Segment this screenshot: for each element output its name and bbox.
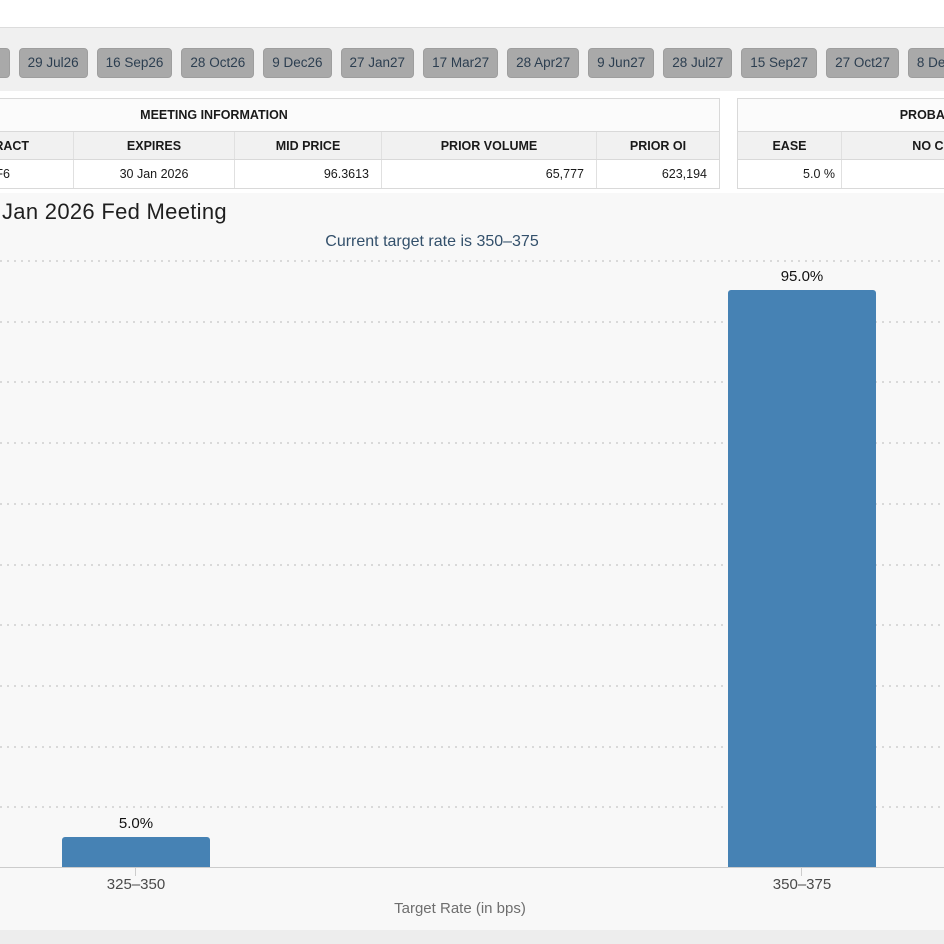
gridline bbox=[0, 260, 944, 262]
prior-volume-cell: 65,777 bbox=[381, 160, 596, 188]
tab-meeting-date[interactable]: 28 Jul27 bbox=[663, 48, 733, 78]
meeting-date-tabstrip: 17 Jun26 29 Jul26 16 Sep26 28 Oct26 9 De… bbox=[0, 27, 944, 91]
gridline bbox=[0, 442, 944, 444]
bar-group-325-350: 5.0% bbox=[62, 815, 210, 867]
gridline bbox=[0, 806, 944, 808]
tab-meeting-date[interactable]: 9 Jun27 bbox=[588, 48, 655, 78]
gridline bbox=[0, 321, 944, 323]
probabilities-value-row: 5.0 % bbox=[737, 159, 944, 189]
column-header-prior-volume: PRIOR VOLUME bbox=[381, 132, 596, 159]
ease-cell: 5.0 % bbox=[803, 167, 835, 181]
column-header-prior-oi: PRIOR OI bbox=[596, 132, 719, 159]
gridline bbox=[0, 381, 944, 383]
gridline bbox=[0, 685, 944, 687]
x-tick-label: 325–350 bbox=[106, 876, 166, 893]
tab-meeting-date[interactable]: 8 Dec27 bbox=[907, 48, 944, 78]
mid-price-cell: 96.3613 bbox=[234, 160, 381, 188]
x-axis-line bbox=[0, 867, 944, 868]
bar-value-label: 5.0% bbox=[118, 815, 154, 832]
gridline bbox=[0, 564, 944, 566]
tab-meeting-date[interactable]: 27 Oct27 bbox=[826, 48, 899, 78]
meeting-info-caption: MEETING INFORMATION bbox=[0, 98, 720, 132]
top-whitespace bbox=[0, 0, 944, 27]
gridline bbox=[0, 624, 944, 626]
tab-meeting-date[interactable]: 9 Dec26 bbox=[263, 48, 332, 78]
probabilities-caption: PROBABILITIES bbox=[737, 98, 944, 132]
meeting-date-tabs: 17 Jun26 29 Jul26 16 Sep26 28 Oct26 9 De… bbox=[0, 48, 944, 78]
x-axis-tick bbox=[801, 867, 802, 876]
column-header-expires: EXPIRES bbox=[73, 132, 234, 159]
probability-bar[interactable] bbox=[728, 290, 876, 867]
bar-group-350-375: 95.0% bbox=[728, 268, 876, 867]
tab-meeting-date[interactable]: 28 Apr27 bbox=[507, 48, 580, 78]
tab-meeting-date[interactable]: 28 Oct26 bbox=[181, 48, 255, 78]
no-change-cell bbox=[841, 160, 944, 188]
chart-title: Jan 2026 Fed Meeting bbox=[2, 199, 227, 224]
gridline bbox=[0, 503, 944, 505]
column-header-ease: EASE bbox=[772, 138, 807, 153]
tab-meeting-date[interactable]: 29 Jul26 bbox=[18, 48, 88, 78]
tab-meeting-date[interactable]: 17 Mar27 bbox=[423, 48, 499, 78]
tab-meeting-date[interactable]: 15 Sep27 bbox=[741, 48, 818, 78]
prior-oi-cell: 623,194 bbox=[596, 160, 719, 188]
tab-meeting-date[interactable]: 17 Jun26 bbox=[0, 48, 10, 78]
column-header-no-change: NO CHANGE bbox=[841, 132, 944, 159]
chart-subtitle: Current target rate is 350–375 bbox=[325, 233, 539, 250]
meeting-info-header-row: CONTRACT EXPIRES MID PRICE PRIOR VOLUME … bbox=[0, 131, 720, 160]
x-axis-tick bbox=[135, 867, 136, 876]
column-header-contract: CONTRACT bbox=[0, 138, 30, 153]
tab-meeting-date[interactable]: 16 Sep26 bbox=[96, 48, 173, 78]
contract-cell: ZQF6 bbox=[0, 167, 10, 181]
column-header-mid-price: MID PRICE bbox=[234, 132, 381, 159]
gridline bbox=[0, 746, 944, 748]
tab-meeting-date[interactable]: 27 Jan27 bbox=[340, 48, 415, 78]
probabilities-header-row: EASE NO CHANGE bbox=[737, 131, 944, 160]
expires-cell: 30 Jan 2026 bbox=[73, 160, 234, 188]
fed-meeting-probability-chart: Jan 2026 Fed Meeting Current target rate… bbox=[0, 193, 944, 930]
x-axis-title: Target Rate (in bps) bbox=[394, 900, 526, 917]
meeting-info-value-row: ZQF6 30 Jan 2026 96.3613 65,777 623,194 bbox=[0, 159, 720, 189]
bottom-strip bbox=[0, 930, 944, 944]
bar-value-label: 95.0% bbox=[780, 268, 824, 285]
x-tick-label: 350–375 bbox=[772, 876, 832, 893]
probability-bar[interactable] bbox=[62, 837, 210, 867]
